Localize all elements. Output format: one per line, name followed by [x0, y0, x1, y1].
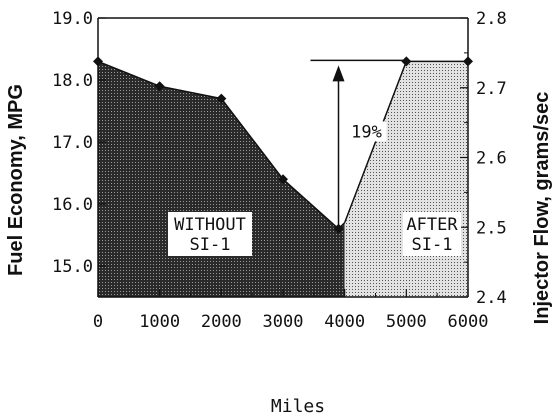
y-right-tick-label: 2.5: [476, 218, 507, 238]
x-tick-label: 6000: [448, 312, 489, 332]
arrow-head: [332, 65, 345, 82]
without-label-text: WITHOUT: [174, 215, 246, 235]
y-right-tick-label: 2.7: [476, 79, 507, 99]
data-point: [278, 174, 288, 185]
area-series-0: [98, 61, 345, 298]
y-axis-left-label: Fuel Economy, MPG: [5, 84, 27, 276]
x-tick-label: 3000: [263, 312, 304, 332]
without-label-box: [168, 212, 252, 256]
y-left-tick-label: 18.0: [52, 71, 93, 91]
after-label-text: SI-1: [412, 235, 453, 255]
data-point: [154, 81, 165, 92]
area-series-1: [344, 61, 468, 298]
y-right-tick-label: 2.8: [476, 9, 507, 29]
y-left-tick-label: 15.0: [52, 257, 93, 277]
x-tick-label: 4000: [324, 312, 365, 332]
data-markers: [93, 56, 473, 234]
data-point: [216, 93, 227, 104]
x-tick-label: 5000: [386, 312, 427, 332]
data-point: [401, 56, 412, 67]
data-point: [333, 223, 344, 234]
y-right-tick-label: 2.6: [476, 149, 507, 169]
y-left-tick-label: 19.0: [52, 9, 93, 29]
after-label-box: [403, 212, 461, 256]
y-left-tick-label: 16.0: [52, 195, 93, 215]
after-label-text: AFTER: [406, 215, 458, 235]
x-tick-label: 1000: [139, 312, 180, 332]
percent-label-bg: [346, 121, 387, 142]
x-tick-label: 0: [93, 312, 103, 332]
y-axis-right-label: Injector Flow, grams/sec: [531, 92, 553, 325]
percent-label: 19%: [351, 122, 382, 142]
without-label-text: SI-1: [190, 235, 231, 255]
x-tick-label: 2000: [201, 312, 242, 332]
tick-labels: 0 1000 2000 3000 4000 5000 6000 15.0 16.0 17.0 18.…: [52, 9, 507, 332]
y-right-tick-label: 2.4: [476, 288, 507, 308]
x-axis-label: Miles: [271, 396, 325, 417]
y-left-tick-label: 17.0: [52, 133, 93, 153]
tick-marks: [97, 17, 469, 298]
